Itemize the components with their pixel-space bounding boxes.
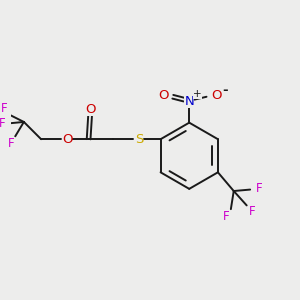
Text: F: F [8,137,15,150]
Text: F: F [256,182,262,195]
Text: F: F [0,102,7,115]
Text: F: F [0,117,6,130]
Text: O: O [158,89,169,102]
Text: -: - [222,84,228,97]
Text: N: N [184,94,194,108]
Text: +: + [193,89,202,99]
Text: F: F [249,205,256,218]
Text: O: O [211,89,221,102]
Text: F: F [223,210,230,224]
Text: O: O [62,133,72,146]
Text: S: S [135,133,143,146]
Text: O: O [85,103,95,116]
